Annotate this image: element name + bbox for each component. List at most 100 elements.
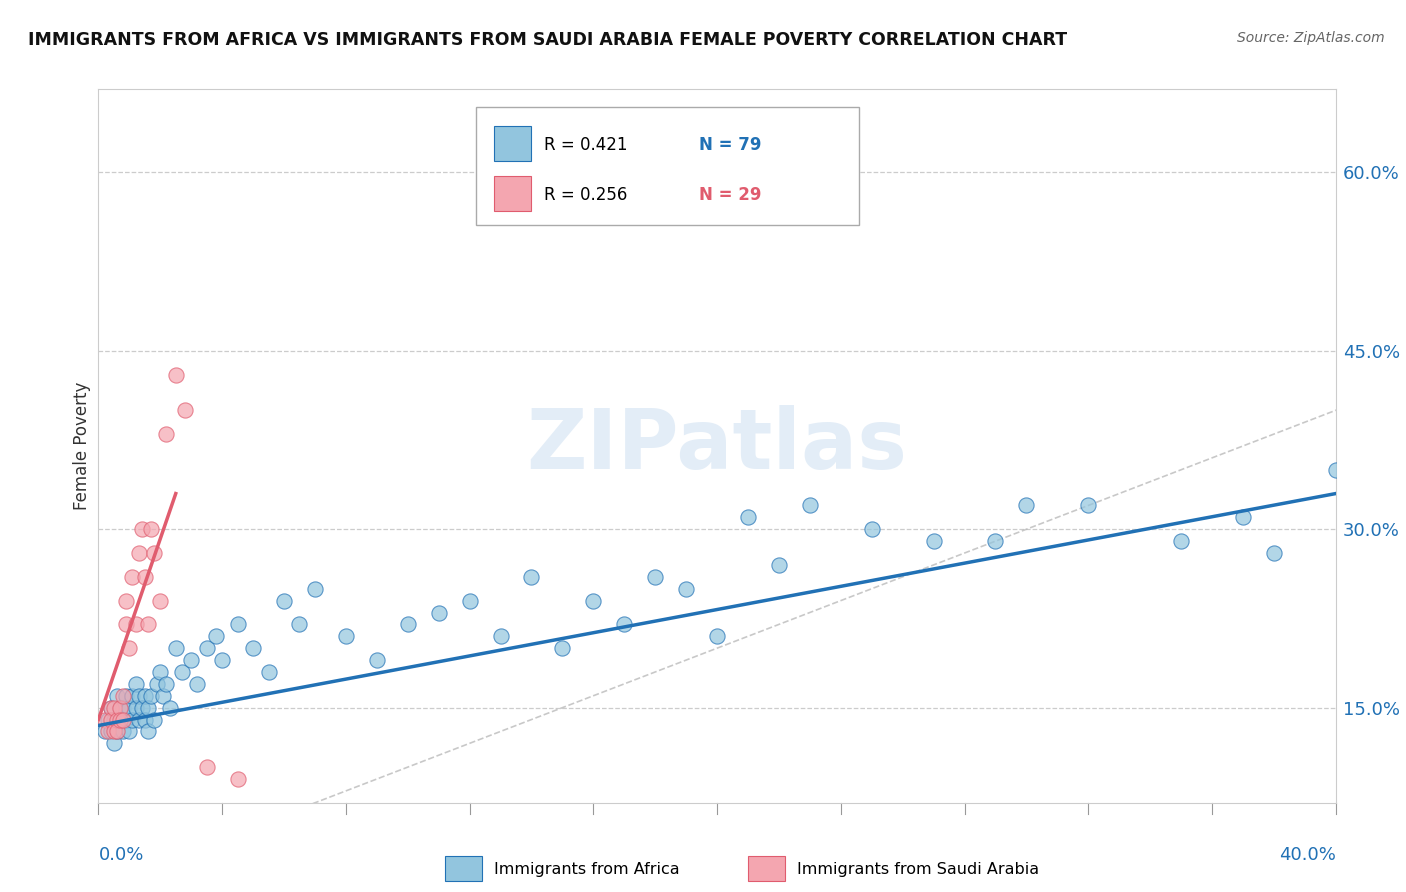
Point — [131, 700, 153, 714]
Point — [112, 700, 135, 714]
Point — [226, 617, 249, 632]
Point — [304, 582, 326, 596]
Point — [146, 677, 169, 691]
Point — [115, 617, 138, 632]
Point — [582, 593, 605, 607]
Point — [143, 546, 166, 560]
Point — [118, 724, 141, 739]
Point — [105, 713, 128, 727]
Point — [159, 700, 181, 714]
Point — [1263, 546, 1285, 560]
Point — [118, 641, 141, 656]
Point — [103, 724, 125, 739]
Point — [100, 700, 122, 714]
Point — [768, 558, 790, 572]
Point — [108, 700, 131, 714]
Text: IMMIGRANTS FROM AFRICA VS IMMIGRANTS FROM SAUDI ARABIA FEMALE POVERTY CORRELATIO: IMMIGRANTS FROM AFRICA VS IMMIGRANTS FRO… — [28, 31, 1067, 49]
Point — [205, 629, 228, 643]
Point — [121, 570, 143, 584]
Point — [366, 653, 388, 667]
Point — [124, 700, 146, 714]
Point — [105, 689, 128, 703]
Point — [100, 713, 122, 727]
Text: 40.0%: 40.0% — [1279, 846, 1336, 863]
Point — [115, 713, 138, 727]
Point — [427, 606, 450, 620]
Point — [124, 617, 146, 632]
Point — [134, 570, 156, 584]
Point — [105, 724, 128, 739]
Text: Immigrants from Africa: Immigrants from Africa — [495, 862, 681, 877]
FancyBboxPatch shape — [748, 856, 785, 881]
Point — [396, 617, 419, 632]
Point — [136, 617, 159, 632]
Point — [335, 629, 357, 643]
Point — [115, 593, 138, 607]
Point — [195, 641, 218, 656]
Point — [226, 772, 249, 786]
Point — [103, 700, 125, 714]
Point — [100, 700, 122, 714]
Point — [273, 593, 295, 607]
Point — [174, 403, 197, 417]
Point — [799, 499, 821, 513]
Point — [489, 629, 512, 643]
Point — [134, 689, 156, 703]
Point — [180, 653, 202, 667]
Point — [139, 522, 162, 536]
Point — [242, 641, 264, 656]
Point — [134, 713, 156, 727]
Point — [108, 713, 131, 727]
Text: N = 79: N = 79 — [699, 136, 761, 153]
Point — [860, 522, 883, 536]
Point — [108, 713, 131, 727]
FancyBboxPatch shape — [444, 856, 482, 881]
Point — [458, 593, 481, 607]
Text: ZIPatlas: ZIPatlas — [527, 406, 907, 486]
Point — [257, 665, 280, 679]
Point — [136, 700, 159, 714]
Point — [97, 713, 120, 727]
Point — [149, 593, 172, 607]
Point — [155, 677, 177, 691]
Point — [170, 665, 193, 679]
Point — [128, 546, 150, 560]
Point — [165, 368, 187, 382]
Point — [103, 713, 125, 727]
Point — [675, 582, 697, 596]
Point — [1015, 499, 1038, 513]
Point — [124, 677, 146, 691]
Point — [706, 629, 728, 643]
Point — [105, 724, 128, 739]
Point — [551, 641, 574, 656]
Point — [112, 724, 135, 739]
Point — [613, 617, 636, 632]
Point — [128, 689, 150, 703]
Point — [139, 689, 162, 703]
Text: Immigrants from Saudi Arabia: Immigrants from Saudi Arabia — [797, 862, 1039, 877]
Point — [112, 713, 135, 727]
Point — [103, 736, 125, 750]
Point — [121, 689, 143, 703]
Point — [118, 700, 141, 714]
Point — [1355, 439, 1378, 453]
Point — [97, 724, 120, 739]
Point — [152, 689, 174, 703]
Point — [100, 724, 122, 739]
Text: R = 0.421: R = 0.421 — [544, 136, 627, 153]
Point — [195, 760, 218, 774]
Text: 0.0%: 0.0% — [98, 846, 143, 863]
Point — [149, 665, 172, 679]
Point — [121, 713, 143, 727]
Point — [922, 534, 945, 549]
Point — [288, 617, 311, 632]
Point — [112, 689, 135, 703]
Point — [186, 677, 208, 691]
Point — [644, 570, 666, 584]
FancyBboxPatch shape — [475, 107, 859, 225]
Point — [984, 534, 1007, 549]
Point — [93, 724, 115, 739]
Y-axis label: Female Poverty: Female Poverty — [73, 382, 91, 510]
Point — [520, 570, 543, 584]
Point — [108, 700, 131, 714]
